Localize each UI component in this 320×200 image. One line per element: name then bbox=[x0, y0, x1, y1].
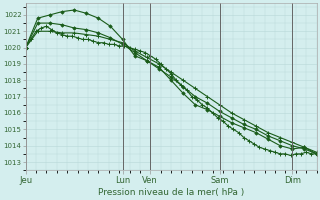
X-axis label: Pression niveau de la mer( hPa ): Pression niveau de la mer( hPa ) bbox=[98, 188, 244, 197]
